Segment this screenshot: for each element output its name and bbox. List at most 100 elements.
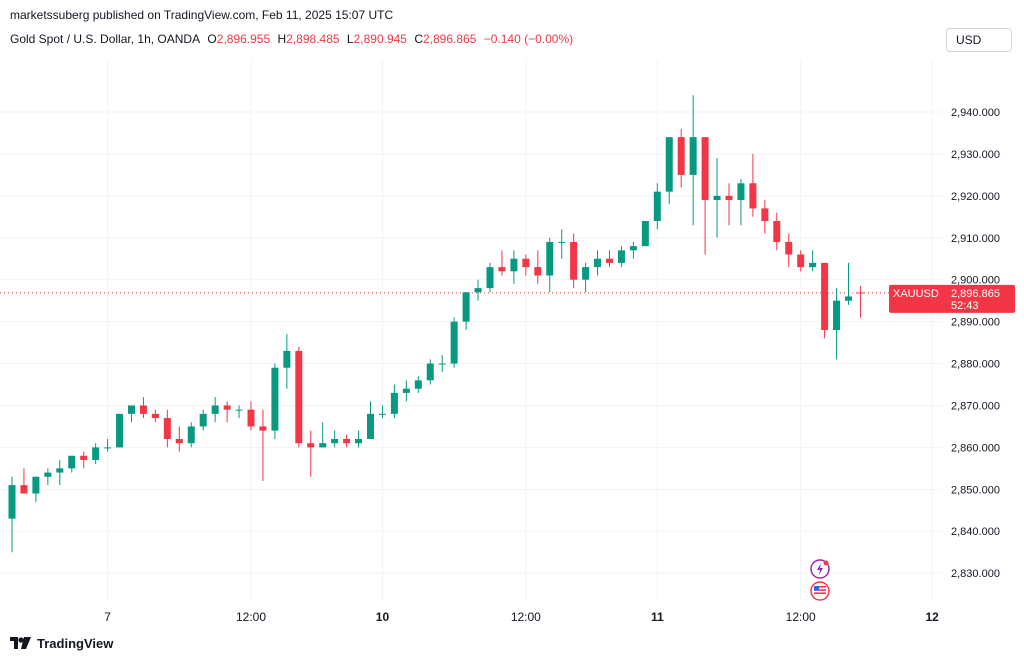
vertical-grid bbox=[107, 60, 933, 600]
price-tag-bg bbox=[889, 284, 1015, 313]
candles-layer bbox=[8, 95, 864, 553]
open-label: O bbox=[207, 32, 217, 46]
candle-body bbox=[128, 405, 135, 414]
candle-body bbox=[833, 300, 841, 330]
brand-name: TradingView bbox=[37, 636, 114, 651]
time-axis[interactable]: 7 12:00 10 12:00 11 12:00 12 bbox=[104, 610, 939, 624]
candle-body bbox=[414, 380, 422, 389]
symbol-description[interactable]: Gold Spot / U.S. Dollar, 1h, OANDA bbox=[10, 32, 201, 46]
candle-body bbox=[402, 388, 410, 393]
candle-body bbox=[845, 296, 852, 301]
candle-body bbox=[821, 262, 829, 330]
candle-body bbox=[498, 267, 506, 272]
candle-body bbox=[629, 246, 637, 251]
candle-body bbox=[785, 241, 793, 255]
candle-body bbox=[283, 350, 291, 368]
x-tick-label: 7 bbox=[104, 610, 111, 624]
x-tick-label: 12:00 bbox=[786, 610, 816, 624]
last-price-tag: XAUUSD 2,896.865 52:43 bbox=[889, 284, 1015, 313]
low-value: 2,890.945 bbox=[353, 32, 407, 46]
candle-body bbox=[558, 241, 566, 243]
candle-body bbox=[390, 392, 398, 414]
candle-body bbox=[104, 447, 112, 449]
y-tick-label: 2,920.000 bbox=[951, 191, 1000, 203]
y-tick-label: 2,870.000 bbox=[951, 400, 1000, 412]
open-value: 2,896.955 bbox=[216, 32, 271, 46]
candle-body bbox=[701, 137, 709, 201]
candle-body bbox=[582, 267, 590, 280]
close-label: C bbox=[414, 32, 423, 46]
y-tick-label: 2,910.000 bbox=[951, 233, 1000, 245]
candle-body bbox=[426, 363, 434, 381]
y-tick-label: 2,940.000 bbox=[951, 107, 1000, 119]
price-axis[interactable]: 2,830.000 2,840.000 2,850.000 2,860.000 2,87… bbox=[951, 107, 1000, 580]
candle-body bbox=[116, 413, 124, 448]
candle-body bbox=[163, 418, 171, 440]
event-icons bbox=[810, 559, 830, 601]
candle-body bbox=[856, 292, 864, 294]
candle-body bbox=[331, 439, 339, 444]
candle-body bbox=[343, 439, 351, 444]
close-value: 2,896.865 bbox=[423, 32, 477, 46]
candle-body bbox=[653, 191, 661, 221]
candle-body bbox=[20, 485, 28, 494]
candle-body bbox=[462, 292, 470, 322]
candle-body bbox=[355, 439, 363, 444]
candle-body bbox=[211, 405, 219, 414]
y-tick-label: 2,860.000 bbox=[951, 442, 1000, 454]
candle-body bbox=[486, 267, 494, 289]
price-tag-countdown: 52:43 bbox=[951, 300, 979, 312]
high-label: H bbox=[277, 32, 287, 46]
candle-body bbox=[522, 258, 530, 268]
candle-body bbox=[761, 208, 769, 221]
x-tick-label: 10 bbox=[376, 610, 390, 624]
economic-event-icon[interactable] bbox=[810, 559, 830, 579]
candle-body bbox=[271, 367, 279, 431]
candle-body bbox=[534, 267, 542, 276]
low-label: L bbox=[346, 32, 354, 46]
candle-body bbox=[367, 413, 374, 440]
candle-body bbox=[689, 137, 697, 175]
candle-body bbox=[617, 250, 625, 263]
candle-body bbox=[797, 254, 805, 268]
ohlc-legend: Gold Spot / U.S. Dollar, 1h, OANDA O2,89… bbox=[10, 32, 577, 46]
candle-body bbox=[187, 426, 195, 444]
tradingview-logo-icon bbox=[10, 636, 31, 649]
candle-body bbox=[80, 455, 88, 460]
candle-body bbox=[68, 455, 76, 469]
candle-body bbox=[307, 443, 315, 448]
candle-body bbox=[474, 288, 482, 293]
candle-body bbox=[175, 439, 183, 444]
candle-body bbox=[773, 220, 781, 242]
candle-body bbox=[259, 426, 267, 431]
candle-body bbox=[713, 195, 721, 201]
candle-body bbox=[319, 443, 327, 448]
candle-body bbox=[151, 413, 159, 419]
price-tag-price: 2,896.865 bbox=[951, 288, 1000, 300]
x-tick-label: 12:00 bbox=[236, 610, 266, 624]
y-tick-label: 2,930.000 bbox=[951, 149, 1000, 161]
candle-body bbox=[199, 413, 207, 427]
candle-body bbox=[749, 183, 757, 209]
y-tick-label: 2,840.000 bbox=[951, 526, 1000, 538]
candle-body bbox=[139, 405, 147, 414]
price-tag-symbol: XAUUSD bbox=[893, 288, 939, 300]
candle-body bbox=[725, 195, 733, 201]
y-tick-label: 2,890.000 bbox=[951, 317, 1000, 329]
candle-body bbox=[606, 258, 613, 263]
y-tick-label: 2,830.000 bbox=[951, 568, 1000, 580]
y-tick-label: 2,880.000 bbox=[951, 359, 1000, 371]
candle-body bbox=[56, 468, 64, 473]
x-tick-label: 11 bbox=[651, 610, 664, 624]
x-tick-label: 12 bbox=[925, 610, 939, 624]
y-tick-label: 2,850.000 bbox=[951, 484, 1000, 496]
tradingview-brand[interactable]: TradingView bbox=[10, 636, 113, 651]
us-flag-icon[interactable] bbox=[810, 581, 830, 601]
candle-body bbox=[641, 220, 649, 247]
candle-body bbox=[737, 183, 745, 201]
currency-button[interactable]: USD bbox=[946, 28, 1012, 52]
candle-body bbox=[594, 258, 602, 268]
candle-body bbox=[32, 476, 40, 494]
